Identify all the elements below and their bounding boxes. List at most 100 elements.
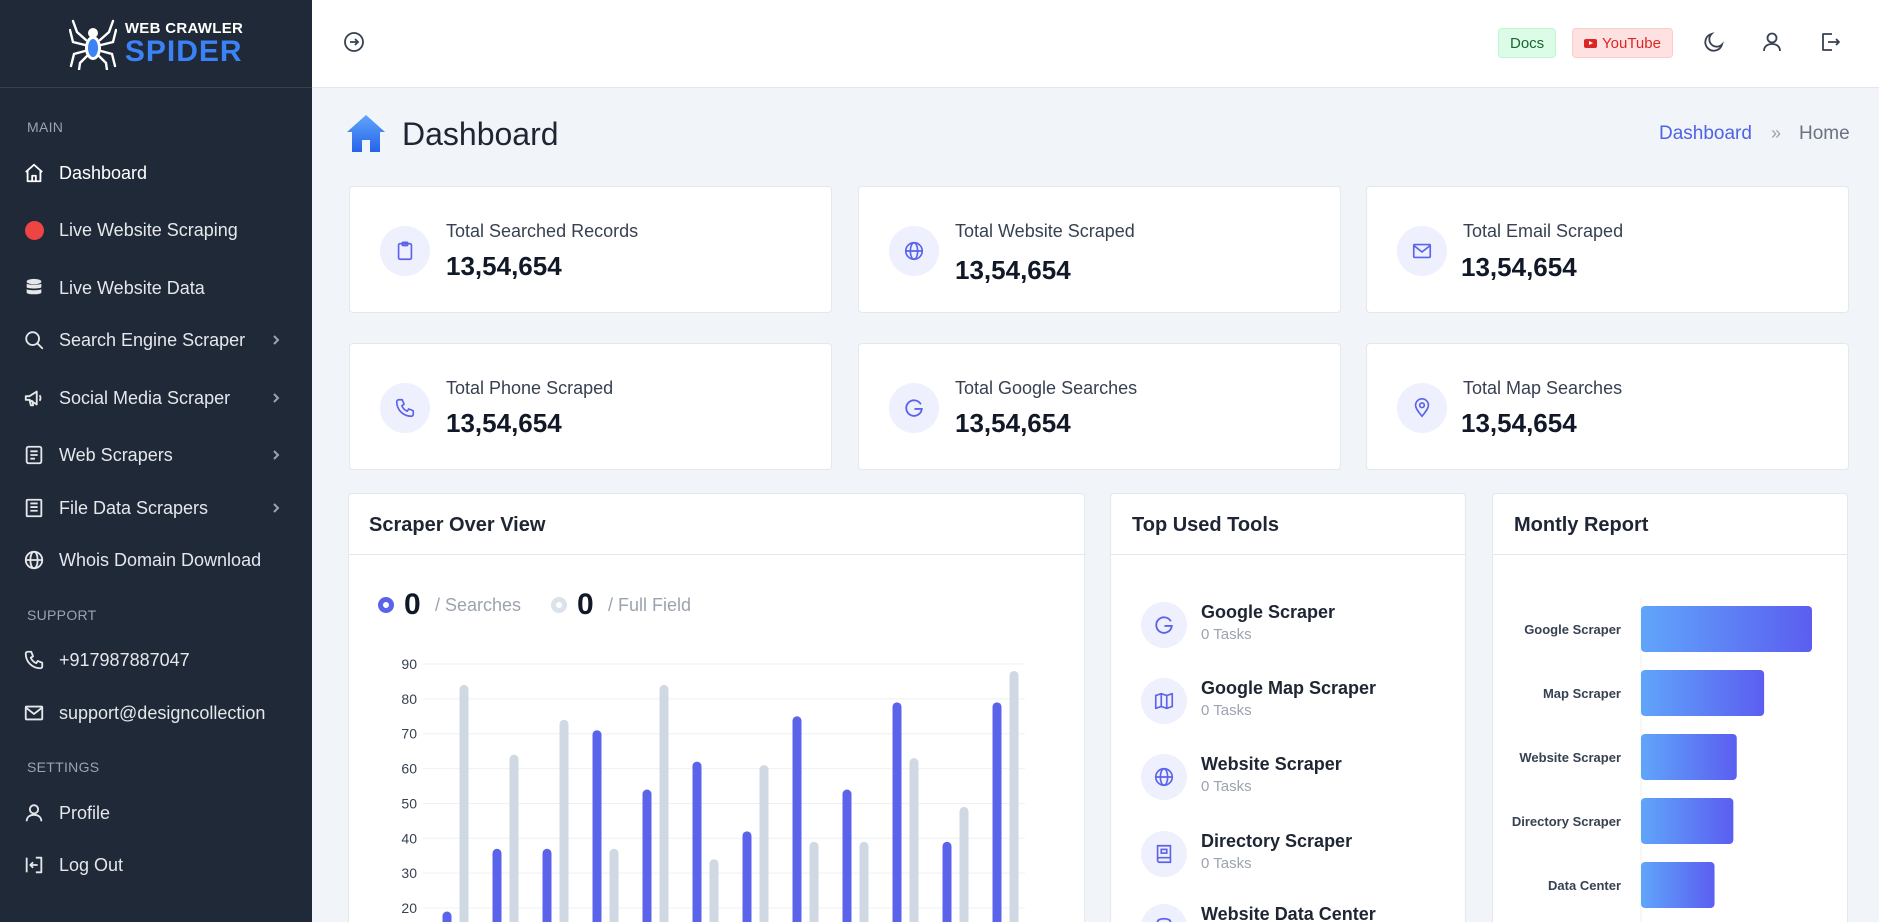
tool-directory-scraper[interactable]: Directory Scraper 0 Tasks xyxy=(1141,829,1441,879)
bar-full-field[interactable] xyxy=(659,684,669,922)
sidebar-item-label: Whois Domain Download xyxy=(59,549,262,570)
phone-icon xyxy=(22,648,46,672)
sidebar-item-file-data-scrapers[interactable]: File Data Scrapers xyxy=(0,488,312,528)
bar-searches[interactable] xyxy=(842,789,852,922)
legend-full-field-dot[interactable] xyxy=(551,597,567,613)
tool-google-map-scraper[interactable]: Google Map Scraper 0 Tasks xyxy=(1141,676,1441,726)
sidebar-item-label: Profile xyxy=(59,802,111,823)
bar-full-field[interactable] xyxy=(759,765,769,922)
tool-tasks: 0 Tasks xyxy=(1201,855,1252,872)
tool-google-scraper[interactable]: Google Scraper 0 Tasks xyxy=(1141,600,1441,650)
legend-searches-dot[interactable] xyxy=(378,597,394,613)
bar-full-field[interactable] xyxy=(609,848,619,922)
bar-full-field[interactable] xyxy=(559,719,569,922)
sidebar-item-live-website-data[interactable]: Live Website Data xyxy=(0,268,312,308)
sidebar-item-label: Live Website Data xyxy=(59,277,205,298)
bar-full-field[interactable] xyxy=(909,758,919,922)
bar-searches[interactable] xyxy=(592,730,602,922)
page-title: Dashboard xyxy=(402,116,559,152)
bar-full-field[interactable] xyxy=(809,841,819,922)
bar-searches[interactable] xyxy=(492,848,502,922)
tool-name: Google Scraper xyxy=(1201,602,1336,622)
youtube-button[interactable]: YouTube xyxy=(1572,28,1673,58)
stat-value: 13,54,654 xyxy=(1461,252,1577,282)
database-icon xyxy=(1141,904,1187,922)
sidebar-item-search-engine-scraper[interactable]: Search Engine Scraper xyxy=(0,320,312,360)
bar-full-field[interactable] xyxy=(1009,670,1019,922)
google-icon xyxy=(889,383,939,433)
report-bar[interactable] xyxy=(1641,606,1812,652)
sidebar-item-web-scrapers[interactable]: Web Scrapers xyxy=(0,435,312,475)
map-icon xyxy=(1141,678,1187,724)
bar-searches[interactable] xyxy=(942,841,952,922)
stat-value: 13,54,654 xyxy=(955,255,1071,285)
tool-website-scraper[interactable]: Website Scraper 0 Tasks xyxy=(1141,752,1441,802)
breadcrumb-separator: » xyxy=(1771,123,1782,143)
stat-value: 13,54,654 xyxy=(955,408,1071,438)
bar-searches[interactable] xyxy=(992,702,1002,922)
layers-icon xyxy=(22,443,46,467)
bar-full-field[interactable] xyxy=(959,806,969,922)
tool-tasks: 0 Tasks xyxy=(1201,626,1252,643)
bar-full-field[interactable] xyxy=(709,859,719,922)
bar-searches[interactable] xyxy=(542,848,552,922)
stat-value: 13,54,654 xyxy=(446,251,562,281)
report-bar[interactable] xyxy=(1641,734,1737,780)
sidebar-item-label: Log Out xyxy=(59,854,124,875)
bar-searches[interactable] xyxy=(742,831,752,922)
panel-title: Montly Report xyxy=(1514,514,1649,536)
sidebar-item-whois-domain-download[interactable]: Whois Domain Download xyxy=(0,540,312,580)
spider-logo-icon xyxy=(68,19,117,70)
category-label: Data Center xyxy=(1548,878,1621,893)
sidebar-item-dashboard[interactable]: Dashboard xyxy=(0,153,312,193)
breadcrumb-home[interactable]: Home xyxy=(1799,123,1850,144)
docs-button[interactable]: Docs xyxy=(1498,28,1557,58)
support-email[interactable]: support@designcollection xyxy=(0,693,312,733)
bar-searches[interactable] xyxy=(692,761,702,922)
user-icon[interactable] xyxy=(1760,30,1784,54)
moon-icon[interactable] xyxy=(1702,30,1726,54)
youtube-icon xyxy=(1584,38,1597,48)
tool-website-data-center[interactable]: Website Data Center xyxy=(1141,902,1441,922)
full-field-label: / Full Field xyxy=(608,595,692,615)
category-label: Map Scraper xyxy=(1543,686,1621,701)
tool-name: Website Scraper xyxy=(1201,754,1342,774)
full-field-value: 0 xyxy=(577,588,594,621)
tool-tasks: 0 Tasks xyxy=(1201,778,1252,795)
bar-searches[interactable] xyxy=(892,702,902,922)
book-icon xyxy=(1141,831,1187,877)
scraper-overview-chart: 20 30 40 50 60 70 80 90 xyxy=(401,656,1025,922)
sidebar-item-live-website-scraping[interactable]: Live Website Scraping xyxy=(0,210,312,250)
logout-icon[interactable] xyxy=(1818,30,1842,54)
bar-searches[interactable] xyxy=(642,789,652,922)
sidebar-item-profile[interactable]: Profile xyxy=(0,793,312,833)
sidebar-toggle-icon[interactable] xyxy=(342,30,366,54)
sidebar-item-label: File Data Scrapers xyxy=(59,497,209,518)
bar-searches[interactable] xyxy=(442,911,452,922)
section-support: SUPPORT xyxy=(27,607,97,623)
sidebar-item-logout[interactable]: Log Out xyxy=(0,845,312,885)
bar-searches[interactable] xyxy=(792,716,802,922)
bar-full-field[interactable] xyxy=(509,754,519,922)
report-bar[interactable] xyxy=(1641,670,1765,716)
section-settings: SETTINGS xyxy=(27,759,100,775)
stat-value: 13,54,654 xyxy=(446,408,562,438)
stat-card-google-searches: Total Google Searches 13,54,654 xyxy=(858,343,1341,470)
searches-label: / Searches xyxy=(435,595,522,615)
home-icon xyxy=(347,115,385,152)
globe-icon xyxy=(22,548,46,572)
bar-full-field[interactable] xyxy=(859,841,869,922)
section-main: MAIN xyxy=(27,119,64,135)
stat-card-email-scraped: Total Email Scraped 13,54,654 xyxy=(1366,186,1849,313)
sidebar-item-label: Dashboard xyxy=(59,162,148,183)
report-bar[interactable] xyxy=(1641,862,1715,908)
report-bar[interactable] xyxy=(1641,798,1734,844)
y-tick-label: 60 xyxy=(401,761,417,777)
brand-logo[interactable]: WEB CRAWLER SPIDER xyxy=(0,0,312,88)
bar-full-field[interactable] xyxy=(459,684,469,922)
sidebar-item-label: Social Media Scraper xyxy=(59,387,231,408)
breadcrumb-dashboard[interactable]: Dashboard xyxy=(1659,123,1752,144)
sidebar-item-social-media-scraper[interactable]: Social Media Scraper xyxy=(0,378,312,418)
stat-label: Total Phone Scraped xyxy=(446,378,614,398)
support-phone[interactable]: +917987887047 xyxy=(0,640,312,680)
